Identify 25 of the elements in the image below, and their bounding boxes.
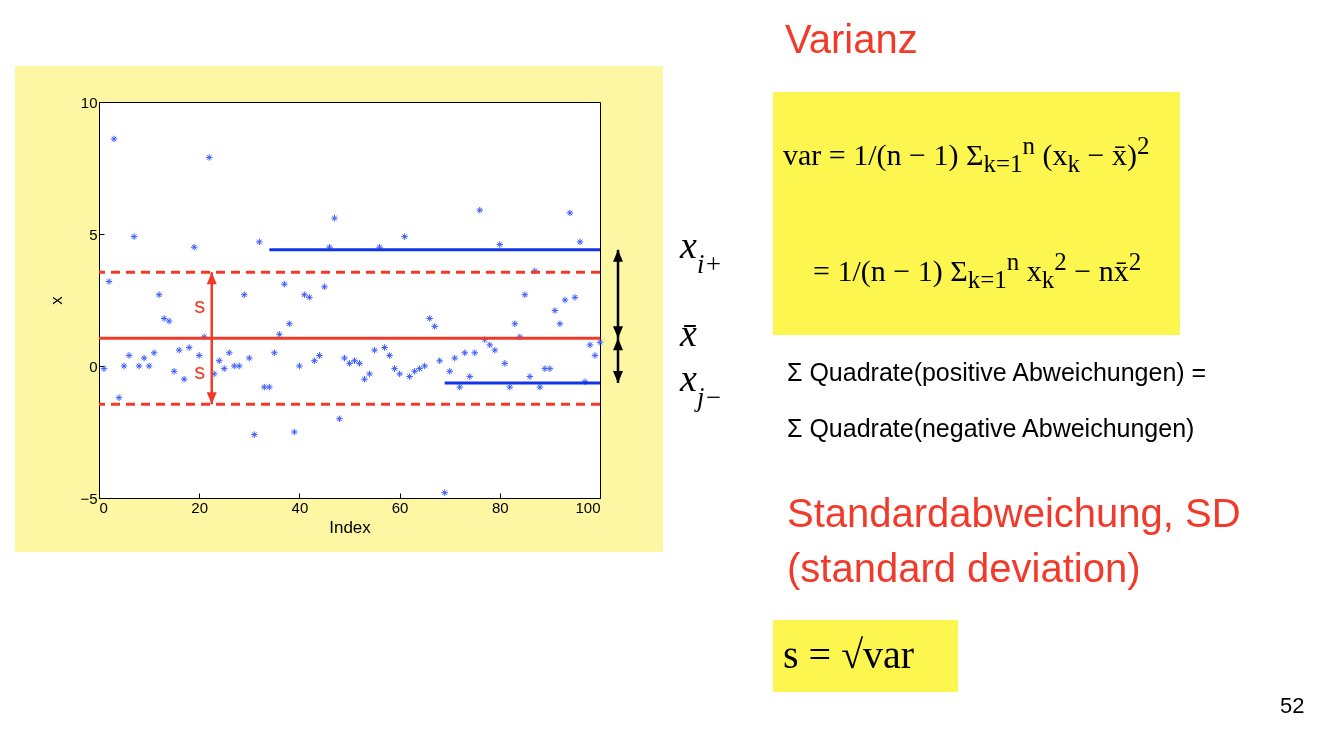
text: Σ Quadrate(negative Abweichungen) [787, 414, 1195, 443]
y-axis-title: x [47, 295, 67, 305]
x-tick-label: 20 [191, 498, 209, 516]
y-tick-label: 0 [89, 357, 98, 375]
ref-line-label: x̄ [679, 312, 697, 355]
x-tick-label: 100 [575, 498, 601, 516]
text: Σ Quadrate(positive Abweichungen) = [787, 358, 1207, 387]
x-tick-label: 80 [491, 498, 509, 516]
x-axis-title: Index [329, 517, 372, 537]
y-tick-label: −5 [80, 489, 98, 507]
text: Standardabweichung, SD [787, 490, 1241, 536]
text: s = √var [773, 620, 958, 692]
text: = 1/(n − 1) Σ$_{k=1}$$^{n}$ x$_{k}$$^{2}$ − nx̄$^{2}$ [773, 214, 1180, 335]
text: Varianz [785, 16, 918, 62]
y-tick-label: 10 [80, 93, 98, 111]
text: x$_{i+}$ [679, 223, 723, 279]
y-tick-label: 5 [89, 225, 98, 243]
annotation: s [194, 359, 206, 385]
text: (standard deviation) [787, 545, 1141, 591]
annotation: s [194, 293, 206, 319]
x-tick-label: 40 [291, 498, 309, 516]
x-tick-label: 60 [391, 498, 409, 516]
text: var = 1/(n − 1) Σ$_{k=1}$$^{n}$ (x$_{k}$ − x̄)$^{2}$ [773, 92, 1180, 214]
text: x$_{j−}$ [679, 356, 723, 412]
text: 52 [1280, 693, 1305, 719]
